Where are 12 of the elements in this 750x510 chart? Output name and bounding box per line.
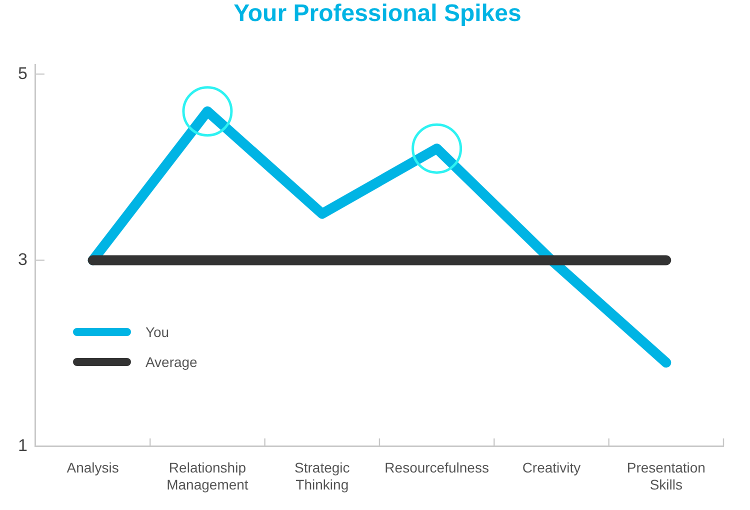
y-tick-label: 5 xyxy=(18,64,28,83)
x-tick-label: Relationship Management xyxy=(166,460,248,492)
x-tick-label: Creativity xyxy=(522,460,581,476)
x-tick-label: Analysis xyxy=(66,460,119,476)
y-tick-label: 1 xyxy=(18,436,28,456)
x-tick-label: Presentation Skills xyxy=(626,460,706,492)
legend-label: Average xyxy=(145,354,198,370)
x-tick-label: Strategic Thinking xyxy=(294,460,350,492)
legend-label: You xyxy=(145,324,170,340)
chart-title: Your Professional Spikes xyxy=(234,0,522,28)
x-tick-label: Resourcefulness xyxy=(384,460,489,476)
y-tick-label: 3 xyxy=(18,250,28,269)
